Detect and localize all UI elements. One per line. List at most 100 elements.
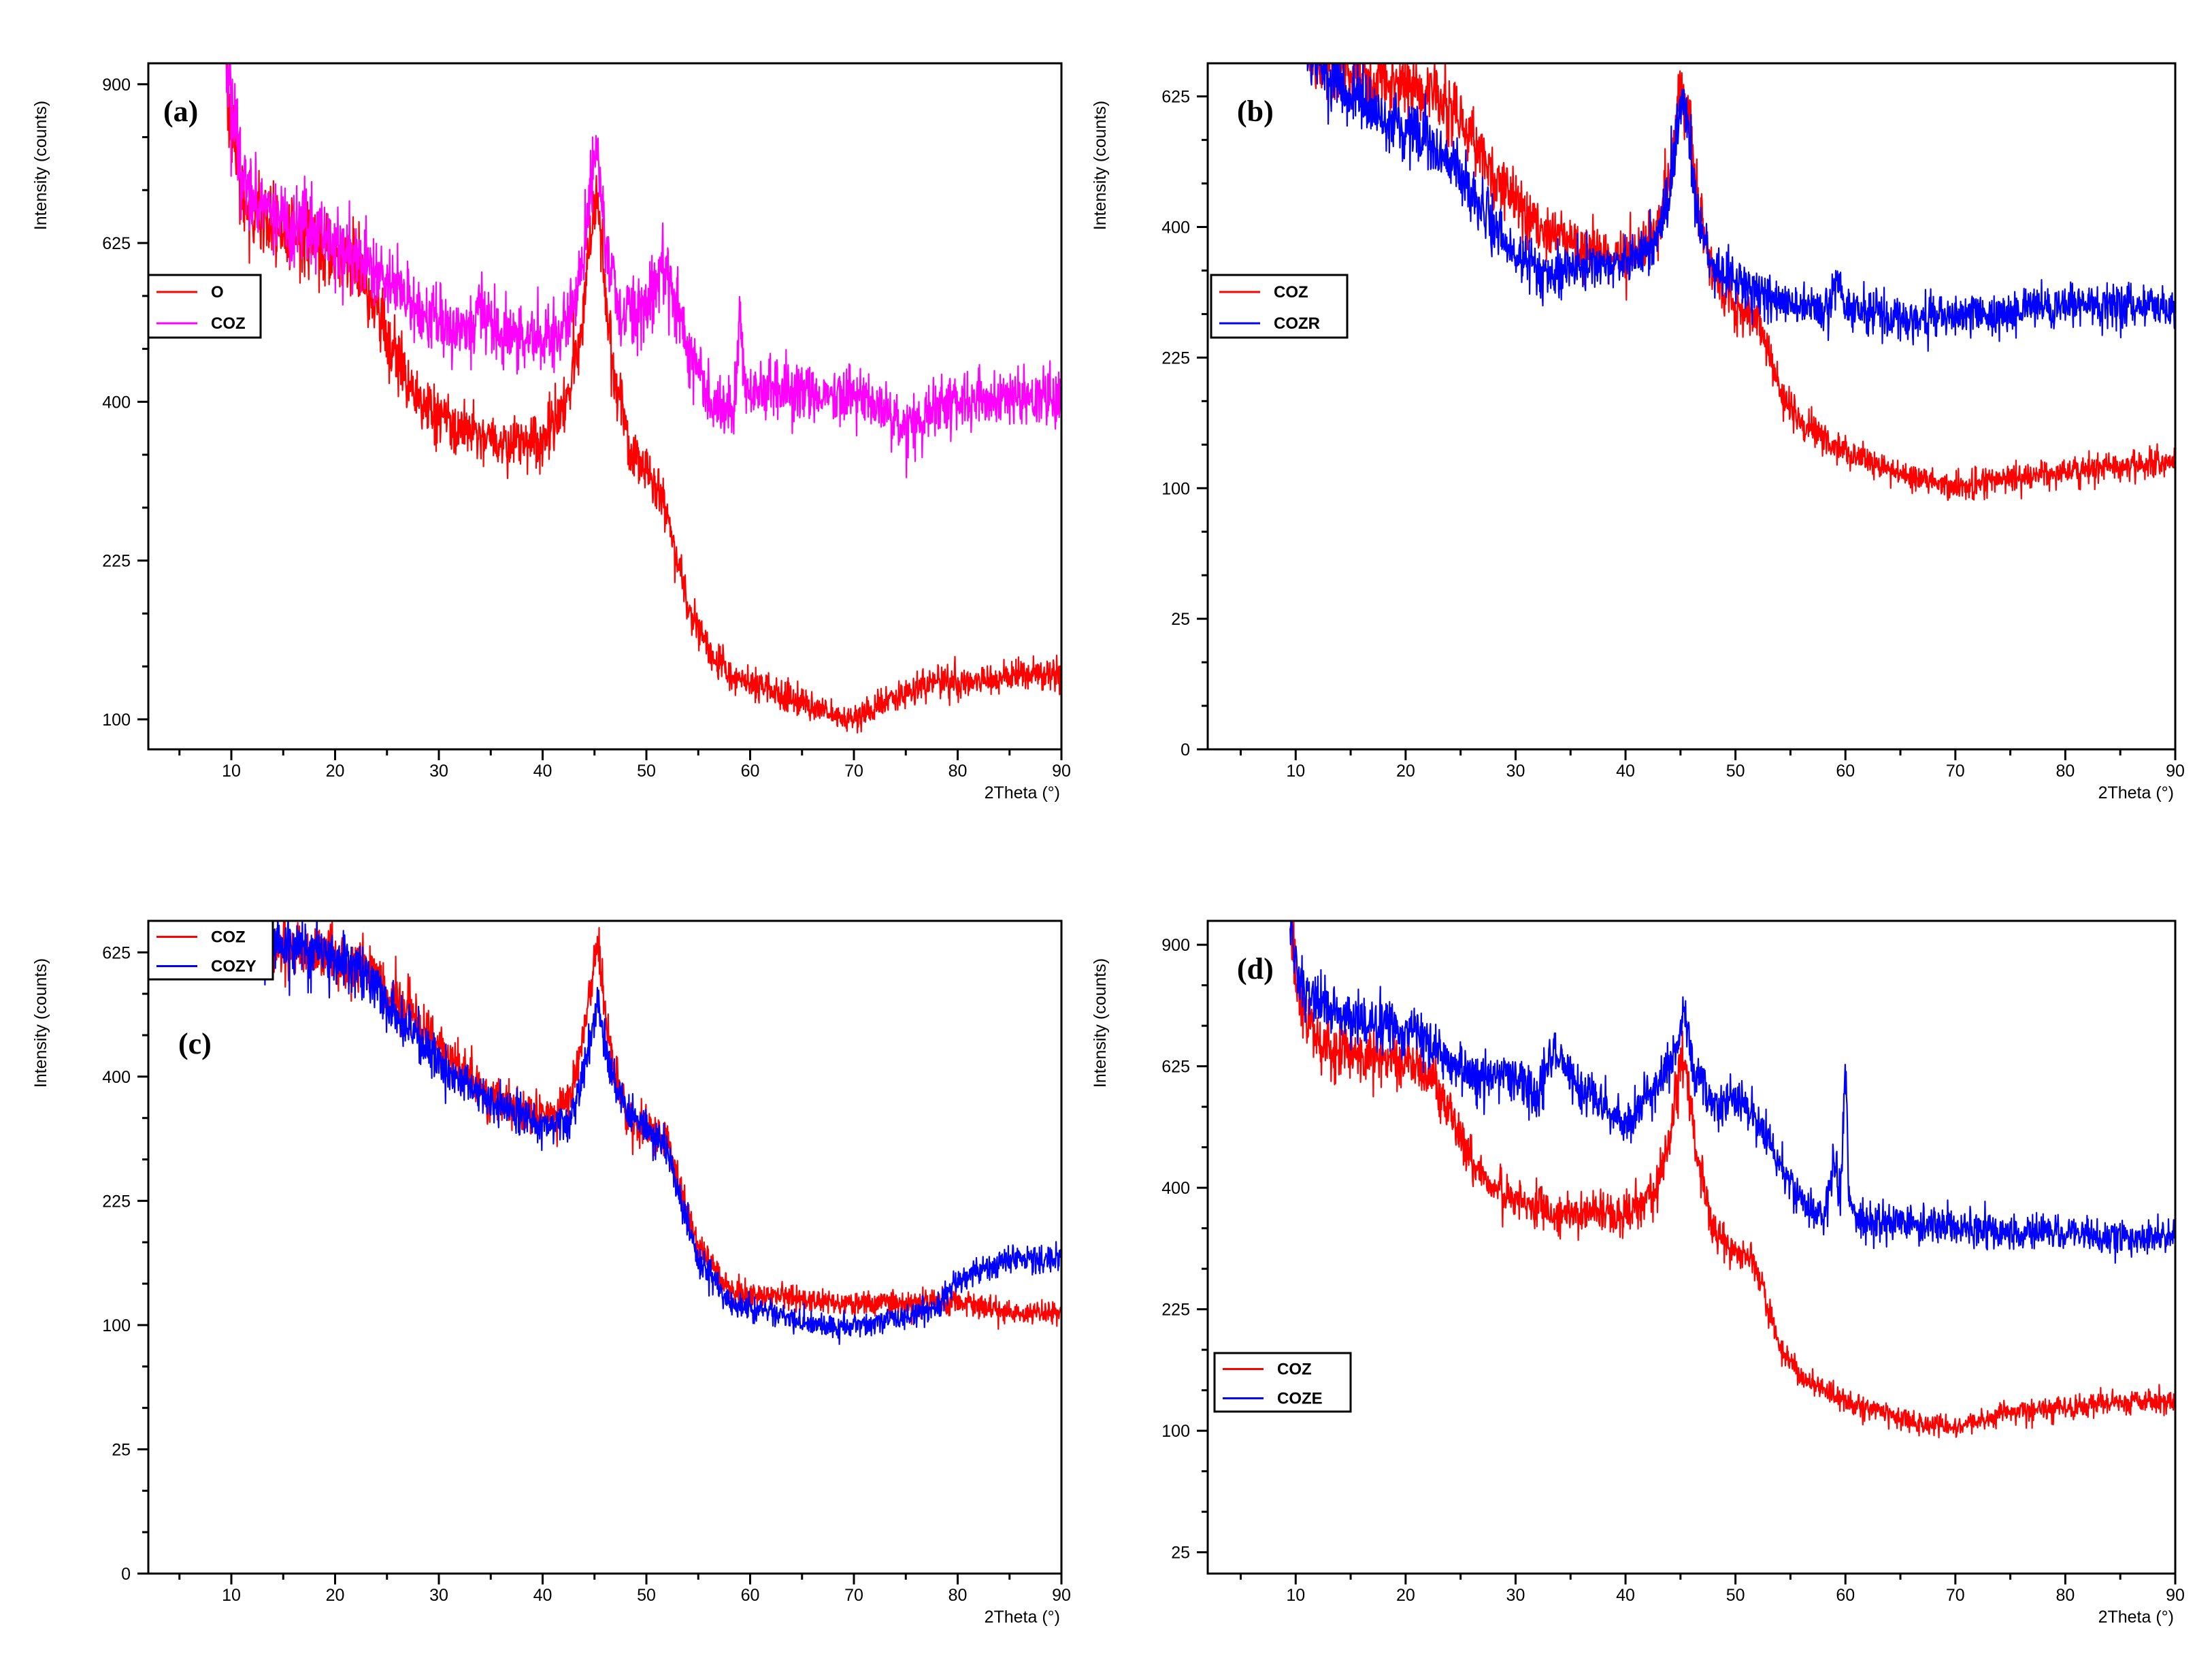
legend: O COZ xyxy=(147,274,262,339)
x-tick-label: 70 xyxy=(1946,1586,1965,1605)
series-cozr-line xyxy=(1306,63,2175,352)
series-coz-line xyxy=(225,63,1061,478)
x-tick-label: 10 xyxy=(1286,762,1305,781)
legend-box xyxy=(147,919,274,981)
x-tick-label: 90 xyxy=(1052,762,1071,781)
x-tick-label: 30 xyxy=(429,762,448,781)
y-tick-label: 25 xyxy=(1171,1544,1190,1563)
x-tick-label: 60 xyxy=(741,1586,760,1605)
panel-label: (c) xyxy=(178,1027,212,1060)
y-tick-label: 100 xyxy=(102,711,131,730)
series-coze-line xyxy=(1289,921,2175,1264)
x-tick-label: 70 xyxy=(1946,762,1965,781)
series-group xyxy=(1289,921,2175,1439)
legend-label: COZ xyxy=(1277,1361,1312,1379)
x-tick-label: 10 xyxy=(1286,1586,1305,1605)
panel-label: (b) xyxy=(1237,95,1274,128)
series-group xyxy=(225,63,1061,734)
legend: COZ COZY xyxy=(147,919,274,981)
x-tick-label: 10 xyxy=(222,1586,241,1605)
legend-label: COZ xyxy=(1274,283,1308,302)
x-tick-label: 30 xyxy=(1506,1586,1525,1605)
y-tick-label: 400 xyxy=(1161,1179,1190,1198)
x-tick-label: 40 xyxy=(1616,762,1635,781)
panel-label: (a) xyxy=(163,95,198,128)
x-axis-title: 2Theta (°) xyxy=(2098,1608,2174,1627)
y-tick-label: 225 xyxy=(102,1192,131,1211)
x-tick-label: 70 xyxy=(844,762,863,781)
x-tick-label: 60 xyxy=(1836,762,1855,781)
legend-box xyxy=(1210,274,1349,339)
series-coz-line xyxy=(261,921,1061,1330)
x-tick-label: 20 xyxy=(326,762,345,781)
legend-label: O xyxy=(211,283,224,302)
y-tick-label: 25 xyxy=(1171,610,1190,629)
y-axis-title: Intensity (counts) xyxy=(1091,958,1110,1088)
x-tick-label: 40 xyxy=(1616,1586,1635,1605)
x-tick-label: 80 xyxy=(948,762,968,781)
panel-d: 10 20 30 40 50 60 70 80 90 25 100 225 400 625 900 2Thet… xyxy=(1091,919,2185,1627)
series-group xyxy=(261,921,1061,1346)
x-tick-label: 90 xyxy=(2166,1586,2185,1605)
legend: COZ COZR xyxy=(1210,274,1349,339)
x-tick-label: 20 xyxy=(1396,762,1415,781)
panel-a: 10 20 30 40 50 60 70 80 90 100 225 400 625 900 2Theta … xyxy=(31,62,1071,802)
panel-b: 10 20 30 40 50 60 70 80 90 0 25 100 225 400 625 2Theta … xyxy=(1091,62,2185,802)
x-axis-title: 2Theta (°) xyxy=(2098,783,2174,802)
legend-label: COZR xyxy=(1274,314,1320,333)
y-tick-label: 625 xyxy=(1161,88,1190,107)
y-tick-label: 25 xyxy=(112,1440,131,1459)
x-tick-label: 50 xyxy=(1726,1586,1745,1605)
x-tick-label: 80 xyxy=(2056,762,2075,781)
y-axis-title: Intensity (counts) xyxy=(1091,101,1110,230)
y-tick-label: 225 xyxy=(102,552,131,571)
legend-label: COZE xyxy=(1277,1390,1323,1408)
x-tick-label: 50 xyxy=(1726,762,1745,781)
y-tick-label: 0 xyxy=(1181,741,1190,760)
legend-box xyxy=(147,274,262,339)
x-tick-label: 20 xyxy=(326,1586,345,1605)
series-coz-line xyxy=(1307,63,2175,502)
plot-frame xyxy=(147,919,1063,1575)
series-o-line xyxy=(226,63,1061,734)
x-tick-label: 60 xyxy=(1836,1586,1855,1605)
y-tick-label: 900 xyxy=(102,76,131,95)
x-tick-label: 70 xyxy=(844,1586,863,1605)
y-tick-label: 225 xyxy=(1161,348,1190,368)
series-group xyxy=(1306,63,2175,502)
x-axis-title: 2Theta (°) xyxy=(985,1608,1060,1627)
x-tick-label: 30 xyxy=(429,1586,448,1605)
x-tick-label: 80 xyxy=(948,1586,968,1605)
x-tick-label: 50 xyxy=(637,1586,656,1605)
y-tick-label: 625 xyxy=(102,943,131,962)
x-tick-label: 40 xyxy=(533,762,552,781)
y-tick-label: 400 xyxy=(102,1068,131,1087)
y-tick-label: 100 xyxy=(1161,1422,1190,1441)
legend-label: COZ xyxy=(211,314,246,333)
series-cozy-line xyxy=(261,921,1061,1346)
panel-label: (d) xyxy=(1237,952,1274,986)
y-axis-title: Intensity (counts) xyxy=(31,958,50,1088)
x-tick-label: 50 xyxy=(637,762,656,781)
x-tick-label: 90 xyxy=(1052,1586,1071,1605)
y-tick-label: 400 xyxy=(1161,218,1190,238)
x-tick-label: 30 xyxy=(1506,762,1525,781)
y-tick-label: 900 xyxy=(1161,936,1190,955)
y-tick-label: 0 xyxy=(121,1565,131,1584)
x-tick-label: 90 xyxy=(2166,762,2185,781)
panel-c: 10 20 30 40 50 60 70 80 90 0 25 100 225 400 625 2Theta … xyxy=(31,919,1071,1627)
x-tick-label: 60 xyxy=(741,762,760,781)
y-tick-label: 625 xyxy=(1161,1058,1190,1077)
y-tick-label: 400 xyxy=(102,393,131,412)
x-tick-label: 80 xyxy=(2056,1586,2075,1605)
y-tick-label: 225 xyxy=(1161,1301,1190,1320)
x-tick-label: 10 xyxy=(222,762,241,781)
plot-frame xyxy=(1206,62,2177,751)
plot-frame xyxy=(1206,919,2177,1575)
y-tick-label: 100 xyxy=(102,1316,131,1335)
series-coz-line xyxy=(1289,921,2175,1439)
y-tick-label: 100 xyxy=(1161,479,1190,498)
legend-box xyxy=(1213,1352,1352,1413)
legend-label: COZY xyxy=(211,958,257,976)
